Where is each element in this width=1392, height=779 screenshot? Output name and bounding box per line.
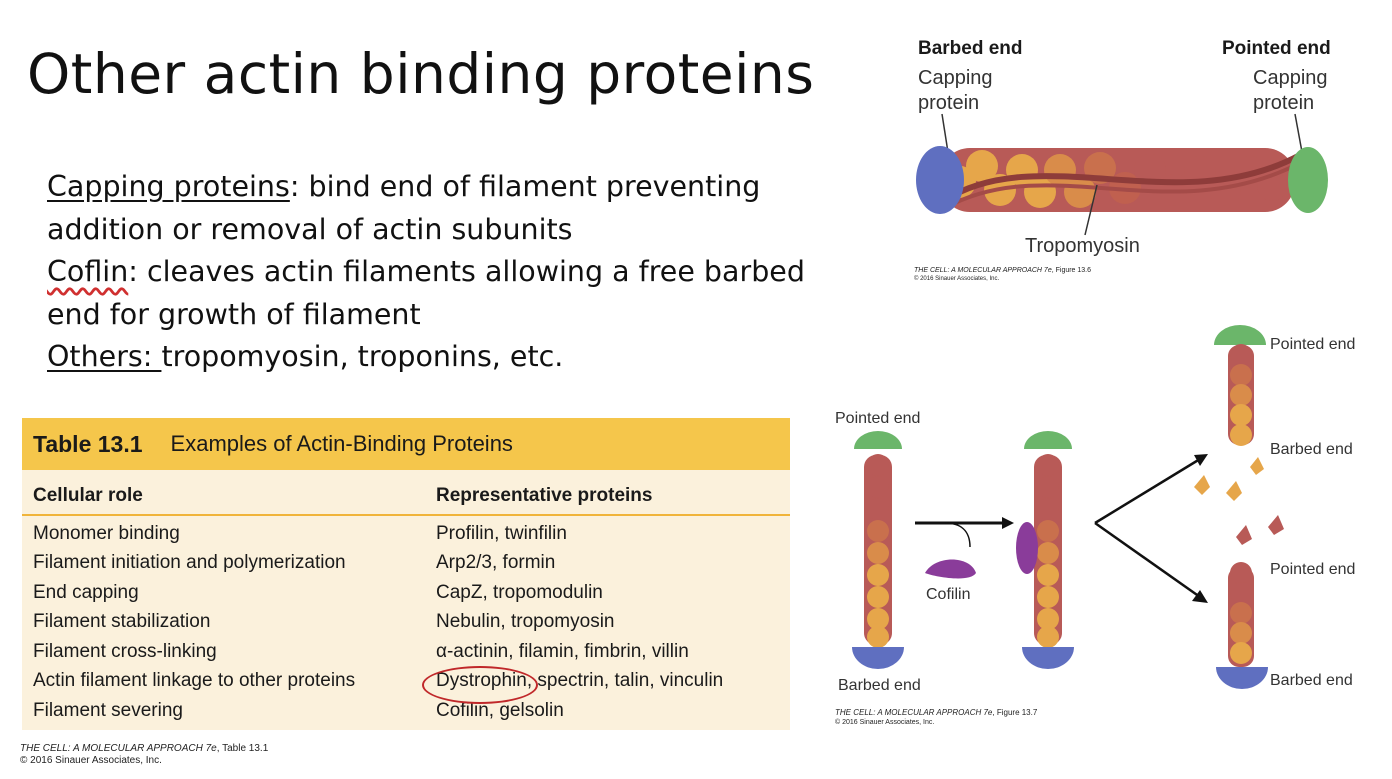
- header-divider: [22, 514, 790, 516]
- barbed-cap-left: [852, 647, 904, 669]
- dystrophin-highlight-oval: [422, 666, 538, 704]
- label-pointed-end-bottom: Pointed end: [1270, 561, 1355, 578]
- tropomyosin-strand: [943, 152, 1302, 203]
- lower-fragment: [1228, 562, 1254, 667]
- label-tropomyosin: Tropomyosin: [1025, 235, 1140, 257]
- label-capping-left-1: Capping: [918, 67, 993, 89]
- bullet-coflin-cont: end for growth of filament: [47, 297, 421, 331]
- table-header-bar: Table 13.1 Examples of Actin-Binding Pro…: [22, 418, 790, 470]
- term-coflin: Coflin: [47, 255, 129, 288]
- cofilin-molecule: [925, 559, 976, 579]
- pointed-cap-top: [1214, 325, 1266, 345]
- table-cell-proteins: Nebulin, tropomyosin: [436, 611, 615, 632]
- fig7-copyright: © 2016 Sinauer Associates, Inc.: [835, 718, 934, 726]
- label-barbed-end-bottom: Barbed end: [1270, 672, 1353, 689]
- term-others: Others:: [47, 340, 162, 373]
- bullet-capping-cont: addition or removal of actin subunits: [47, 212, 573, 246]
- fig7-credit: THE CELL: A MOLECULAR APPROACH 7e, Figur…: [835, 708, 1038, 717]
- arrow-up-branch: [1094, 457, 1201, 525]
- table-cell-role: Filament cross-linking: [33, 641, 217, 662]
- table-cell-role: Filament stabilization: [33, 611, 211, 632]
- table-cell-proteins: CapZ, tropomodulin: [436, 582, 603, 603]
- bullet-coflin: Coflin: cleaves actin filaments allowing…: [47, 251, 817, 294]
- term-capping-proteins: Capping proteins: [47, 170, 290, 203]
- table-credit-copyright: © 2016 Sinauer Associates, Inc.: [20, 755, 162, 766]
- upper-fragment: [1228, 344, 1254, 446]
- table-cell-proteins: Profilin, twinfilin: [436, 523, 567, 544]
- table-cell-role: End capping: [33, 582, 139, 603]
- label-cofilin: Cofilin: [926, 586, 970, 603]
- table-credit-ref: , Table 13.1: [216, 743, 269, 754]
- label-capping-right-2: protein: [1253, 92, 1314, 114]
- label-pointed-end-top: Pointed end: [1270, 336, 1355, 353]
- fig6-copyright: © 2016 Sinauer Associates, Inc.: [914, 275, 999, 282]
- bullet-coflin-text: : cleaves actin filaments allowing a fre…: [128, 255, 805, 288]
- cofilin-bound-filament: [1034, 454, 1062, 648]
- bullet-list: Capping proteins: bind end of filament p…: [47, 166, 817, 379]
- figure-cofilin-severing: Pointed end Barbed end Cofilin: [835, 325, 1355, 726]
- label-pointed-end-left: Pointed end: [835, 410, 920, 427]
- table-cell-proteins: α-actinin, filamin, fimbrin, villin: [436, 641, 689, 662]
- table-cell-role: Filament initiation and polymerization: [33, 552, 346, 573]
- table-number: Table 13.1: [33, 430, 143, 457]
- released-subunit: [1226, 481, 1242, 501]
- capping-protein-pointed: [1288, 147, 1328, 213]
- barbed-cap-middle: [1022, 647, 1074, 669]
- slide-title: Other actin binding proteins: [27, 42, 815, 106]
- table-credit-book: THE CELL: A MOLECULAR APPROACH 7e: [20, 743, 217, 754]
- table-cell-proteins: Arp2/3, formin: [436, 552, 556, 573]
- bullet-capping: Capping proteins: bind end of filament p…: [47, 166, 817, 209]
- released-subunit: [1250, 457, 1264, 475]
- table-credit: THE CELL: A MOLECULAR APPROACH 7e, Table…: [20, 743, 268, 767]
- actin-binding-proteins-table: Table 13.1 Examples of Actin-Binding Pro…: [22, 418, 790, 730]
- released-subunit: [1194, 475, 1210, 495]
- bullet-others: Others: tropomyosin, troponins, etc.: [47, 336, 817, 379]
- label-barbed-end-top: Barbed end: [1270, 441, 1353, 458]
- figure-capped-filament: Barbed end Pointed end Capping protein C…: [914, 38, 1331, 282]
- label-barbed-end: Barbed end: [918, 38, 1023, 59]
- table-cell-role: Monomer binding: [33, 523, 180, 544]
- pointed-cap-left: [854, 431, 902, 449]
- bound-cofilin: [1016, 522, 1038, 574]
- bullet-capping-text: : bind end of filament preventing: [289, 170, 761, 203]
- pointed-cap-middle: [1024, 431, 1072, 449]
- fig6-credit: THE CELL: A MOLECULAR APPROACH 7e, Figur…: [914, 267, 1091, 274]
- label-barbed-end-left: Barbed end: [838, 677, 921, 694]
- intact-filament: [864, 454, 892, 648]
- capping-protein-barbed: [916, 146, 964, 214]
- table-cell-proteins: Cofilin, gelsolin: [436, 700, 564, 721]
- table-cell-role: Filament severing: [33, 700, 183, 721]
- barbed-cap-bottom: [1216, 667, 1268, 689]
- table-caption: Examples of Actin-Binding Proteins: [170, 431, 513, 456]
- table-cell-role: Actin filament linkage to other proteins: [33, 670, 356, 691]
- released-subunit: [1236, 525, 1252, 545]
- column-header-proteins: Representative proteins: [436, 485, 653, 506]
- label-capping-right-1: Capping: [1253, 67, 1328, 89]
- label-capping-left-2: protein: [918, 92, 979, 114]
- released-subunit: [1268, 515, 1284, 535]
- bullet-others-text: tropomyosin, troponins, etc.: [161, 340, 564, 373]
- column-header-role: Cellular role: [33, 485, 143, 506]
- label-pointed-end: Pointed end: [1222, 38, 1331, 59]
- arrow-down-branch: [1094, 521, 1201, 599]
